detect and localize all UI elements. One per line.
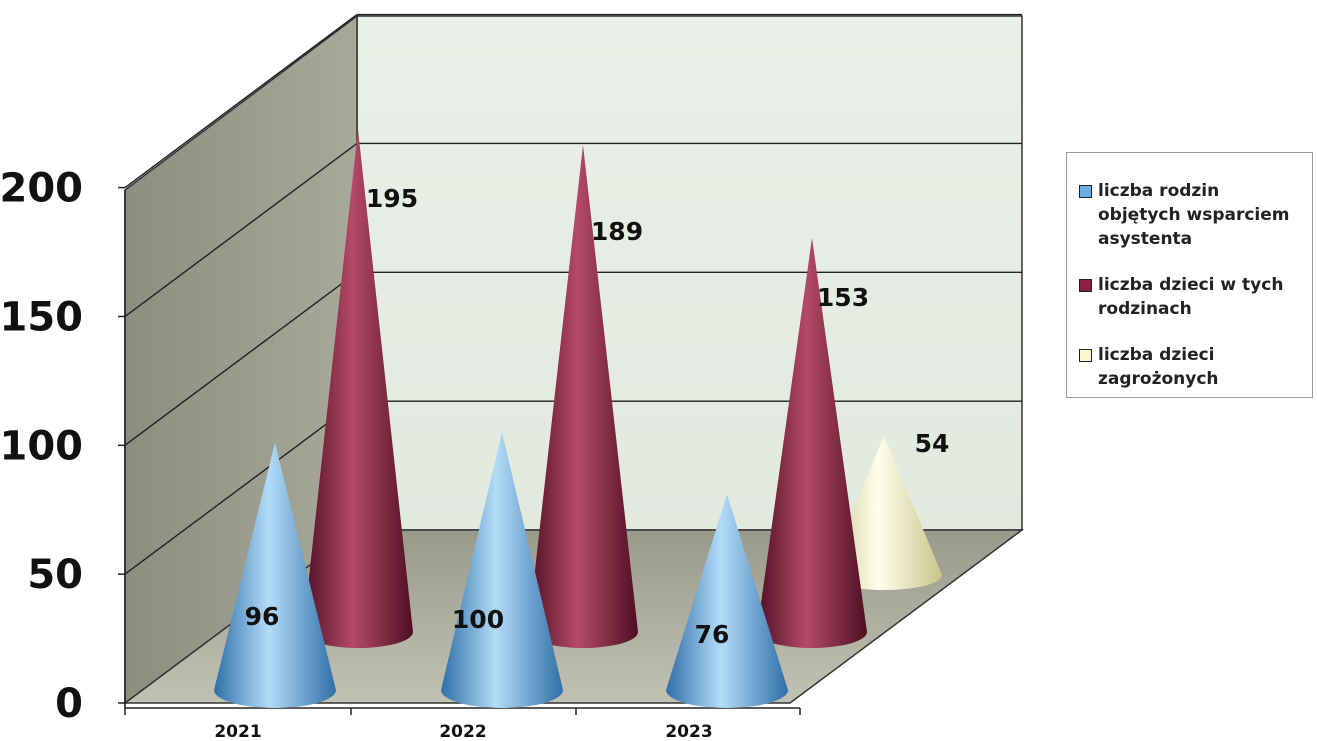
data-label: 100	[452, 605, 504, 634]
legend-item-endangered: liczba dzieci zagrożonych	[1079, 343, 1306, 391]
legend-label-families: liczba rodzin objętych wsparciem asysten…	[1098, 181, 1290, 249]
legend-item-children: liczba dzieci w tych rodzinach	[1079, 273, 1306, 321]
cone	[303, 129, 413, 649]
legend-swatch-children	[1079, 279, 1092, 292]
y-tick-label: 150	[0, 294, 83, 340]
gridline-side	[124, 400, 358, 575]
data-label: 96	[245, 602, 280, 631]
x-tick-label: 2021	[214, 722, 261, 741]
legend: liczba rodzin objętych wsparciem asysten…	[1066, 152, 1313, 398]
legend-label-endangered: liczba dzieci zagrożonych	[1098, 345, 1219, 389]
y-tick-label: 50	[27, 552, 83, 598]
x-tick-label: 2023	[665, 722, 712, 741]
cone	[528, 144, 638, 648]
gridline-side	[124, 271, 358, 446]
y-tick-label: 0	[55, 681, 83, 727]
data-label: 76	[695, 620, 730, 649]
data-label: 195	[366, 184, 418, 213]
cones	[214, 129, 942, 708]
gridline-side	[124, 142, 358, 318]
data-labels: 96 100 76 195 189 153 54	[245, 184, 950, 649]
data-label: 189	[591, 217, 643, 246]
gridlines	[124, 13, 1022, 575]
cone	[666, 494, 788, 708]
cone	[757, 237, 867, 648]
y-tick-label: 100	[0, 423, 83, 469]
data-label: 54	[915, 429, 950, 458]
legend-swatch-endangered	[1079, 349, 1092, 362]
legend-swatch-families	[1079, 185, 1092, 198]
legend-item-families: liczba rodzin objętych wsparciem asysten…	[1079, 179, 1306, 251]
cone	[441, 432, 563, 708]
legend-label-children: liczba dzieci w tych rodzinach	[1098, 275, 1284, 319]
cone	[214, 442, 336, 708]
axes: 0 50 100 150 200 2021 2022 2023	[0, 166, 801, 741]
y-tick-label: 200	[0, 166, 83, 212]
data-label: 153	[817, 283, 869, 312]
gridline-side	[124, 14, 358, 189]
x-tick-label: 2022	[439, 722, 486, 741]
